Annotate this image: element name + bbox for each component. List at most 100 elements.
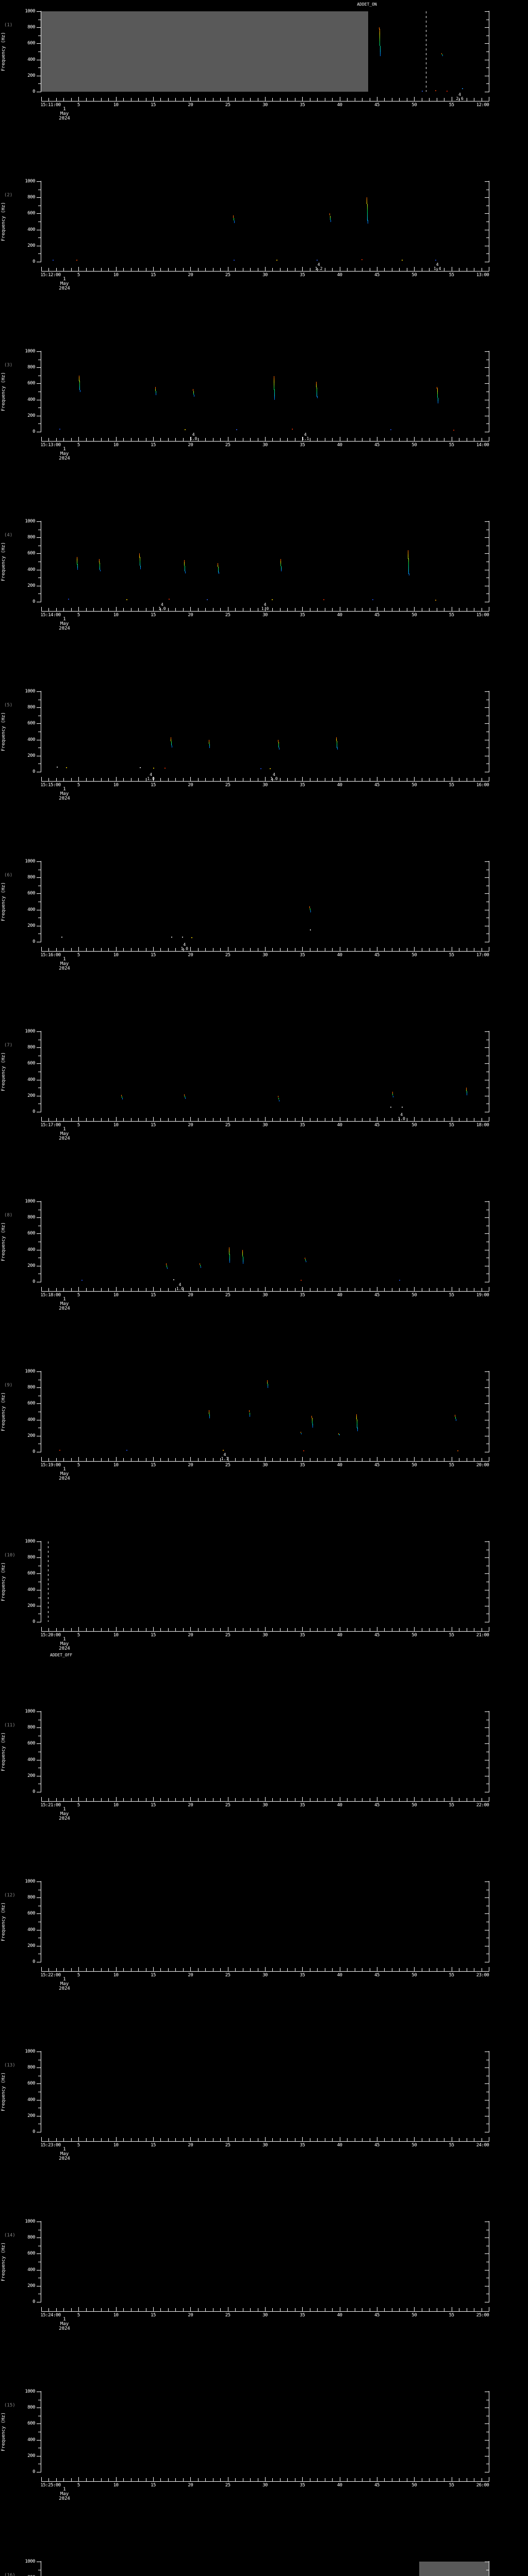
y-tick-label: 0 — [32, 1959, 35, 1964]
x-tick-minor — [347, 1458, 348, 1461]
x-tick-label: 20 — [188, 273, 193, 278]
detection-track-segment — [367, 207, 368, 209]
x-tick-minor — [123, 2308, 124, 2311]
x-tick-minor — [56, 1288, 57, 1291]
x-tick-minor — [317, 98, 318, 101]
panel-number: (16) — [4, 2573, 15, 2576]
x-tick-label: 5 — [77, 783, 80, 788]
x-tick-minor — [160, 2308, 161, 2311]
x-tick-major — [116, 267, 117, 271]
x-tick-label: 55 — [449, 783, 454, 788]
y-axis-title: Frequency (Hz) — [1, 32, 6, 71]
date-label: 1 May 2024 — [59, 107, 70, 121]
plot-area[interactable] — [41, 691, 489, 772]
plot-area[interactable] — [41, 11, 489, 92]
x-tick-minor — [197, 2308, 199, 2311]
detection-point — [57, 767, 58, 768]
x-tick-minor — [272, 98, 273, 101]
x-tick-major — [78, 1117, 79, 1121]
x-tick-major — [190, 437, 191, 441]
plot-area[interactable] — [41, 351, 489, 432]
x-tick-minor — [71, 2478, 72, 2481]
x-tick-minor — [48, 1628, 50, 1631]
plot-area[interactable] — [41, 1882, 489, 1962]
y-tick-label: 0 — [32, 939, 35, 944]
y-tick-label: 1000 — [25, 1539, 35, 1544]
date-label: 1 May 2024 — [59, 617, 70, 631]
y-tick-label: 1000 — [25, 689, 35, 694]
x-tick-minor — [197, 438, 199, 441]
plot-area[interactable] — [41, 2052, 489, 2132]
x-axis — [41, 951, 489, 952]
x-tick-minor — [86, 438, 87, 441]
x-tick-label: 50 — [411, 273, 417, 278]
x-tick-minor — [205, 1118, 206, 1121]
x-tick-label: 15 — [151, 783, 156, 788]
plot-area[interactable] — [41, 2562, 489, 2576]
x-tick-minor — [101, 948, 102, 951]
x-tick-major — [153, 1797, 154, 1801]
y-tick-label: 200 — [27, 923, 35, 928]
x-axis-cap-left — [41, 97, 42, 101]
x-tick-label: 20 — [188, 1463, 193, 1468]
x-tick-label: 50 — [411, 1123, 417, 1128]
x-tick-major — [190, 1117, 191, 1121]
plot-area[interactable] — [41, 2222, 489, 2302]
x-tick-major — [116, 947, 117, 951]
x-tick-minor — [48, 948, 50, 951]
plot-area[interactable] — [41, 1201, 489, 1282]
x-tick-minor — [138, 1288, 139, 1291]
y-axis-title: Frequency (Hz) — [1, 1222, 6, 1261]
date-label: 1 May 2024 — [59, 1127, 70, 1141]
masked-region — [419, 2562, 489, 2576]
y-tick-major-right — [485, 197, 489, 198]
spectrogram-panel: 1000 800 600 400 200 0 Frequency (Hz) (12) 15:22… — [0, 1870, 528, 2040]
detection-track-segment — [392, 1093, 393, 1096]
x-tick-minor — [183, 438, 184, 441]
plot-area[interactable] — [41, 1711, 489, 1792]
x-tick-minor — [399, 778, 400, 781]
x-tick-minor — [160, 948, 161, 951]
x-tick-minor — [332, 778, 333, 781]
detection-point — [171, 936, 172, 938]
y-tick-label: 400 — [27, 57, 35, 62]
x-tick-minor — [332, 1968, 333, 1971]
x-tick-minor — [108, 778, 109, 781]
x-tick-major — [302, 2477, 303, 2481]
detection-track-segment — [316, 385, 317, 388]
detection-point — [390, 1106, 392, 1108]
x-tick-minor — [63, 1288, 64, 1291]
y-tick-label: 0 — [32, 2129, 35, 2134]
x-tick-minor — [175, 2478, 176, 2481]
detection-track-segment — [229, 1261, 230, 1263]
x-tick-minor — [250, 1118, 251, 1121]
x-tick-label: 20 — [188, 783, 193, 788]
detection-point — [139, 767, 141, 768]
y-tick-major-right — [485, 723, 489, 724]
panel-number: (10) — [4, 1553, 15, 1558]
x-tick-minor — [93, 438, 94, 441]
x-tick-label: 25 — [225, 1463, 230, 1468]
x-tick-minor — [205, 948, 206, 951]
x-tick-minor — [93, 2478, 94, 2481]
plot-area[interactable] — [41, 521, 489, 602]
y-tick-label: 800 — [4, 2575, 35, 2576]
plot-area[interactable] — [41, 181, 489, 262]
y-tick-label: 800 — [27, 705, 35, 710]
y-tick-label: 200 — [27, 2453, 35, 2459]
x-tick-minor — [168, 948, 169, 951]
x-tick-minor — [272, 1458, 273, 1461]
plot-area[interactable] — [41, 1031, 489, 1112]
detection-track-segment — [408, 564, 409, 566]
x-tick-label: 10 — [113, 1123, 119, 1128]
x-tick-minor — [272, 438, 273, 441]
plot-area[interactable] — [41, 1541, 489, 1622]
plot-area[interactable] — [41, 861, 489, 942]
y-tick-major-right — [485, 1573, 489, 1574]
plot-area[interactable] — [41, 1371, 489, 1452]
detection-track-segment — [408, 562, 409, 564]
x-tick-minor — [93, 948, 94, 951]
x-tick-minor — [56, 1458, 57, 1461]
plot-area[interactable] — [41, 2392, 489, 2472]
